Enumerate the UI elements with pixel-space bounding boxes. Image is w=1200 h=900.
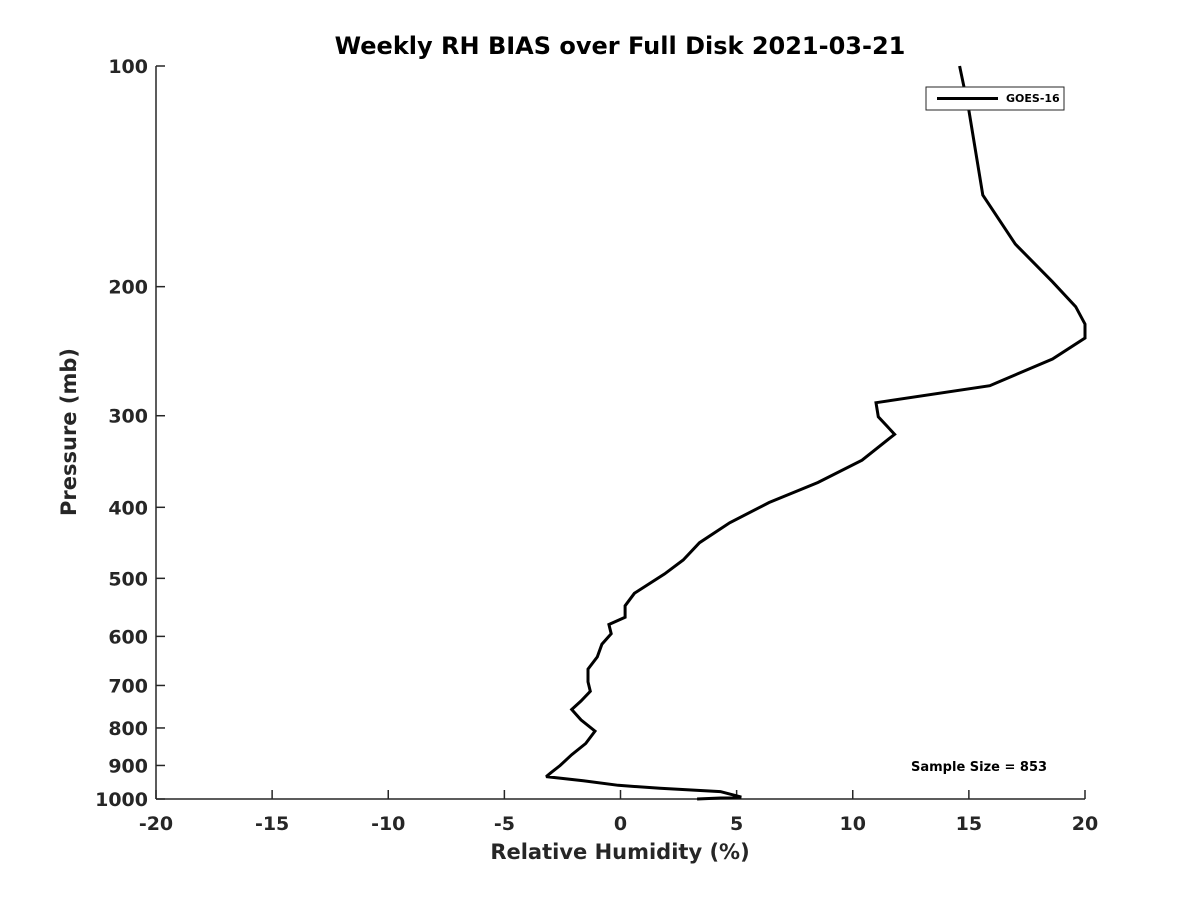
y-axis: 100 200 300 400 500 600 700 800 900 1000 (95, 56, 165, 811)
y-tick-label: 200 (108, 277, 148, 299)
x-tick-label: 20 (1072, 813, 1098, 835)
y-tick-label: 300 (108, 406, 148, 428)
x-tick-label: -5 (494, 813, 515, 835)
y-tick-label: 100 (108, 56, 148, 78)
x-tick-label: 15 (956, 813, 982, 835)
y-tick-label: 800 (108, 718, 148, 740)
x-tick-label: -20 (139, 813, 173, 835)
y-axis-label: Pressure (mb) (57, 348, 81, 516)
x-tick-label: 5 (730, 813, 743, 835)
y-tick-label: 700 (108, 675, 148, 697)
y-tick-label: 900 (108, 755, 148, 777)
x-axis-label: Relative Humidity (%) (490, 840, 749, 864)
series-layer (545, 65, 1087, 801)
x-tick-label: 10 (840, 813, 866, 835)
chart-title: Weekly RH BIAS over Full Disk 2021-03-21 (335, 32, 906, 60)
y-tick-label: 400 (108, 497, 148, 519)
sample-size-annotation: Sample Size = 853 (911, 760, 1047, 775)
x-tick-label: 0 (614, 813, 627, 835)
legend: GOES-16 (925, 86, 1065, 111)
series-line-goes-16 (545, 65, 1087, 801)
y-tick-label: 600 (108, 626, 148, 648)
y-tick-label: 1000 (95, 789, 148, 811)
legend-label-goes-16: GOES-16 (1006, 92, 1060, 105)
plot-area (156, 66, 1085, 799)
x-tick-label: -10 (371, 813, 405, 835)
y-tick-label: 500 (108, 568, 148, 590)
x-axis: -20 -15 -10 -5 0 5 10 15 20 (139, 790, 1098, 835)
x-tick-label: -15 (255, 813, 289, 835)
